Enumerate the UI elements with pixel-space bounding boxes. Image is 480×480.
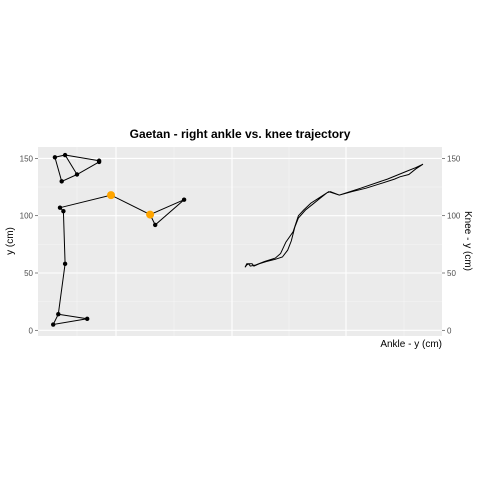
y-right-tick-label: 150 [447, 154, 461, 163]
skeleton-joint-point [62, 261, 68, 267]
skeleton-segment [52, 211, 88, 326]
skeleton-joint-point [181, 197, 187, 202]
skeleton-joint-point [52, 155, 58, 160]
y-tick-label: 150 [20, 154, 34, 163]
x-axis-label: Ankle - y (cm) [380, 339, 442, 350]
y-tick-label: 100 [20, 212, 34, 221]
trajectory-line [244, 163, 424, 268]
series-layer [51, 152, 424, 327]
skeleton-joint-point [59, 179, 64, 184]
skeleton-joint-point [56, 312, 61, 317]
skeleton-joint-point [61, 208, 66, 214]
skeleton-segment [65, 154, 100, 162]
skeleton-joint-point [51, 322, 56, 327]
y-right-tick-label: 100 [447, 212, 461, 221]
plot-panel [38, 147, 442, 336]
y-right-tick-label: 0 [447, 326, 452, 335]
y-axis-right-label: Knee - y (cm) [462, 211, 473, 271]
y-right-tick-label: 50 [447, 269, 456, 278]
y-tick-label: 0 [29, 326, 34, 335]
highlighted-joint-point [146, 210, 155, 219]
y-axis-right-ticks: 0 50 100 150 [442, 154, 461, 335]
y-axis-label: y (cm) [5, 227, 16, 255]
skeleton-joint-point [57, 205, 63, 210]
minor-grid [38, 147, 442, 336]
skeleton-joint-point [153, 222, 158, 228]
y-axis-left-ticks: 0 50 100 150 [20, 154, 38, 335]
skeleton-joint-point [62, 152, 68, 158]
chart-title: Gaetan - right ankle vs. knee trajectory [130, 127, 351, 141]
major-grid [38, 147, 442, 336]
skeleton-joint-point [96, 158, 102, 163]
skeleton-joint-point [85, 316, 90, 322]
y-tick-label: 50 [24, 269, 33, 278]
highlighted-joint-point [107, 191, 115, 200]
skeleton-joint-point [74, 172, 80, 177]
